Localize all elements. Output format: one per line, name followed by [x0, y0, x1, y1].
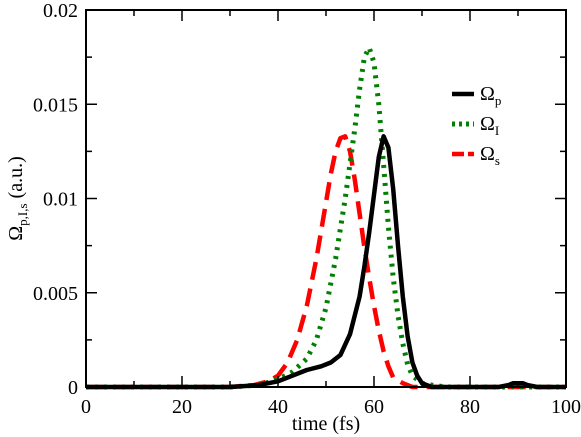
y-tick-label: 0.005: [33, 283, 78, 305]
x-tick-label: 0: [81, 396, 91, 418]
legend-label: Ωs: [480, 143, 500, 168]
x-tick-label: 20: [172, 396, 192, 418]
x-axis-title: time (fs): [292, 413, 360, 435]
y-axis-title-unit: (a.u.): [5, 156, 27, 203]
y-tick-label: 0.01: [43, 189, 78, 211]
y-tick-label: 0: [68, 377, 78, 399]
y-axis-title-main: Ω: [5, 226, 27, 241]
series-line-s: [86, 134, 566, 390]
y-tick-label: 0.015: [33, 94, 78, 116]
x-tick-label: 100: [551, 396, 581, 418]
legend-label-main: Ω: [480, 83, 495, 105]
legend-label: Ωp: [480, 83, 501, 108]
legend-label-main: Ω: [480, 143, 495, 165]
ticks-layer: 0 20 40 60 80 100 0 0.005 0.01 0.015 0.02: [33, 0, 581, 418]
legend-label-subscript: p: [495, 93, 502, 108]
legend-label-main: Ω: [480, 113, 495, 135]
legend-label-subscript: I: [495, 123, 499, 138]
x-tick-label: 60: [364, 396, 384, 418]
x-tick-label: 80: [460, 396, 480, 418]
y-axis-title: Ωp,I,s (a.u.): [5, 156, 30, 240]
x-tick-label: 40: [268, 396, 288, 418]
series-line-i: [86, 45, 566, 390]
y-axis-title-subscript: p,I,s: [15, 203, 30, 225]
legend-label-subscript: s: [495, 153, 500, 168]
series-layer: [86, 45, 566, 390]
legend-label: ΩI: [480, 113, 499, 138]
y-tick-label: 0.02: [43, 0, 78, 22]
series-line-p: [86, 134, 566, 390]
